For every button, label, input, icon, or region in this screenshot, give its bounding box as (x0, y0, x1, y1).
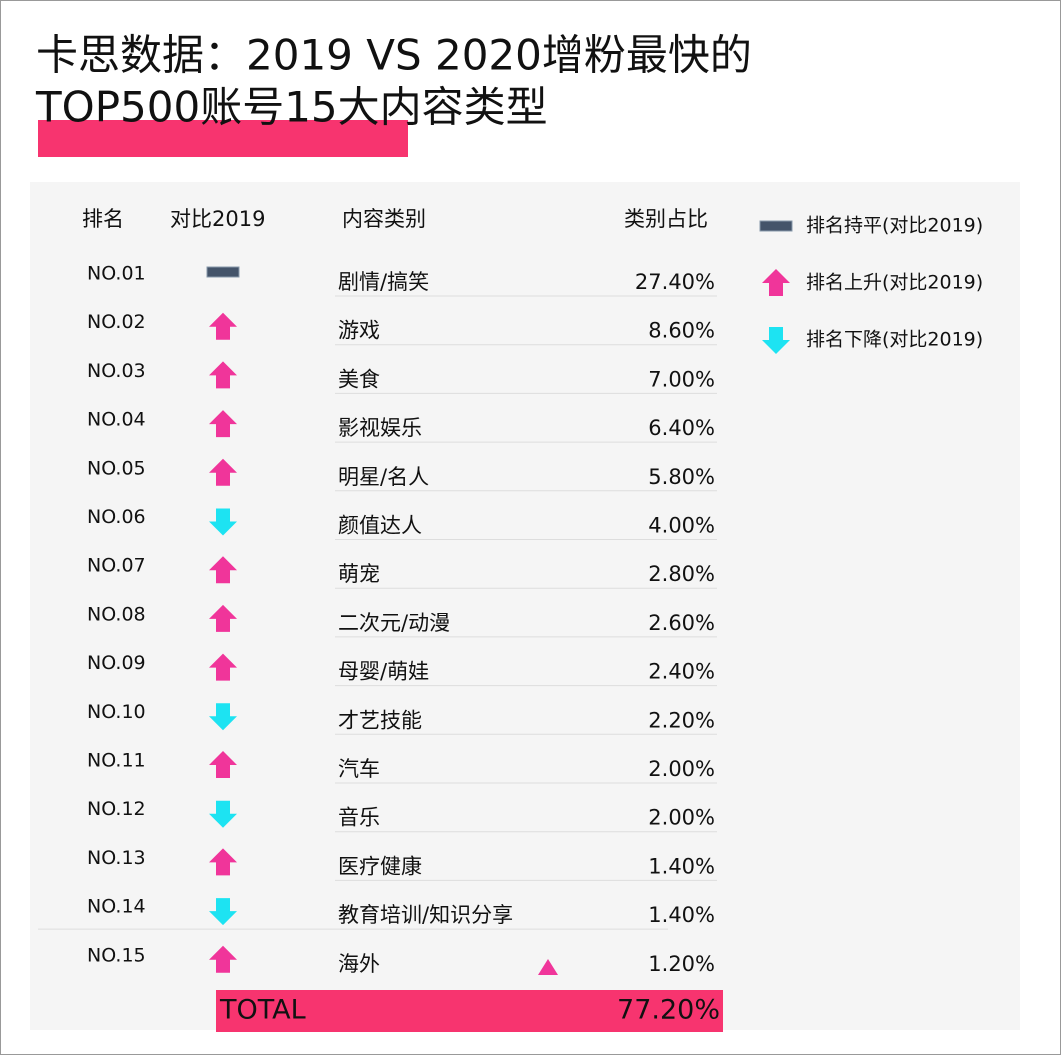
category: 剧情/搞笑 (338, 270, 429, 294)
rank: NO.05 (87, 457, 146, 479)
rank: NO.09 (87, 652, 146, 674)
share: 2.00% (648, 806, 715, 830)
share: 1.40% (648, 854, 715, 878)
share: 1.40% (648, 903, 715, 927)
rank: NO.07 (87, 555, 146, 577)
rank: NO.08 (87, 603, 146, 625)
rank: NO.03 (87, 360, 146, 382)
rank: NO.13 (87, 847, 146, 869)
up-arrow (209, 653, 237, 681)
share: 2.60% (648, 611, 715, 635)
title-underline (38, 120, 408, 157)
column-header: 对比2019 (170, 207, 265, 231)
total-bar (216, 990, 723, 1032)
up-arrow (209, 945, 237, 973)
flat-icon (206, 266, 240, 278)
decor-triangle (538, 959, 558, 975)
share: 4.00% (648, 514, 715, 538)
down-arrow (209, 703, 237, 731)
down-arrow (209, 898, 237, 926)
total-label: TOTAL (219, 995, 306, 1026)
share: 5.80% (648, 465, 715, 489)
category: 颜值达人 (338, 514, 422, 538)
legend-label: 排名下降(对比2019) (806, 329, 983, 351)
share: 2.80% (648, 562, 715, 586)
category: 教育培训/知识分享 (338, 903, 513, 927)
total-share: 77.20% (617, 995, 720, 1026)
up-arrow (209, 410, 237, 438)
rank: NO.02 (87, 311, 146, 333)
up-arrow (209, 361, 237, 389)
share: 2.00% (648, 757, 715, 781)
column-header: 排名 (82, 207, 124, 231)
up-arrow (209, 604, 237, 632)
down-arrow (209, 800, 237, 828)
share: 7.00% (648, 367, 715, 391)
up-arrow (209, 458, 237, 486)
up-arrow (209, 312, 237, 340)
up-arrow (209, 751, 237, 778)
share: 27.40% (635, 270, 715, 294)
legend-label: 排名上升(对比2019) (806, 272, 983, 294)
share: 8.60% (648, 319, 715, 343)
category: 明星/名人 (338, 465, 429, 489)
rank: NO.15 (87, 944, 146, 966)
rank: NO.01 (87, 263, 146, 285)
share: 2.20% (648, 708, 715, 732)
category: 影视娱乐 (338, 416, 422, 440)
category: 萌宠 (338, 562, 380, 586)
category: 二次元/动漫 (338, 611, 450, 635)
rank: NO.06 (87, 506, 146, 528)
share: 2.40% (648, 660, 715, 684)
category: 游戏 (338, 319, 380, 343)
down-arrow (762, 327, 790, 354)
category: 医疗健康 (338, 854, 422, 878)
category: 美食 (338, 367, 380, 391)
share: 1.20% (648, 952, 715, 976)
rank: NO.14 (87, 896, 146, 918)
rank: NO.10 (87, 701, 146, 723)
title-line: TOP500账号15大内容类型 (35, 83, 548, 132)
flat-icon (759, 220, 793, 232)
category: 母婴/萌娃 (338, 660, 429, 684)
rank: NO.04 (87, 409, 146, 431)
down-arrow (209, 508, 237, 536)
share: 6.40% (648, 416, 715, 440)
up-arrow (209, 848, 237, 876)
column-header: 类别占比 (624, 207, 708, 231)
category: 音乐 (338, 806, 380, 830)
up-arrow (762, 269, 790, 296)
table-panel (30, 182, 1020, 1030)
title-line: 卡思数据：2019 VS 2020增粉最快的 (36, 31, 752, 80)
category: 才艺技能 (338, 708, 422, 732)
rank: NO.11 (87, 750, 146, 772)
category: 汽车 (338, 757, 380, 781)
up-arrow (209, 556, 237, 584)
column-header: 内容类别 (342, 207, 426, 231)
rank: NO.12 (87, 798, 146, 820)
legend-label: 排名持平(对比2019) (806, 215, 983, 237)
category: 海外 (338, 952, 380, 976)
